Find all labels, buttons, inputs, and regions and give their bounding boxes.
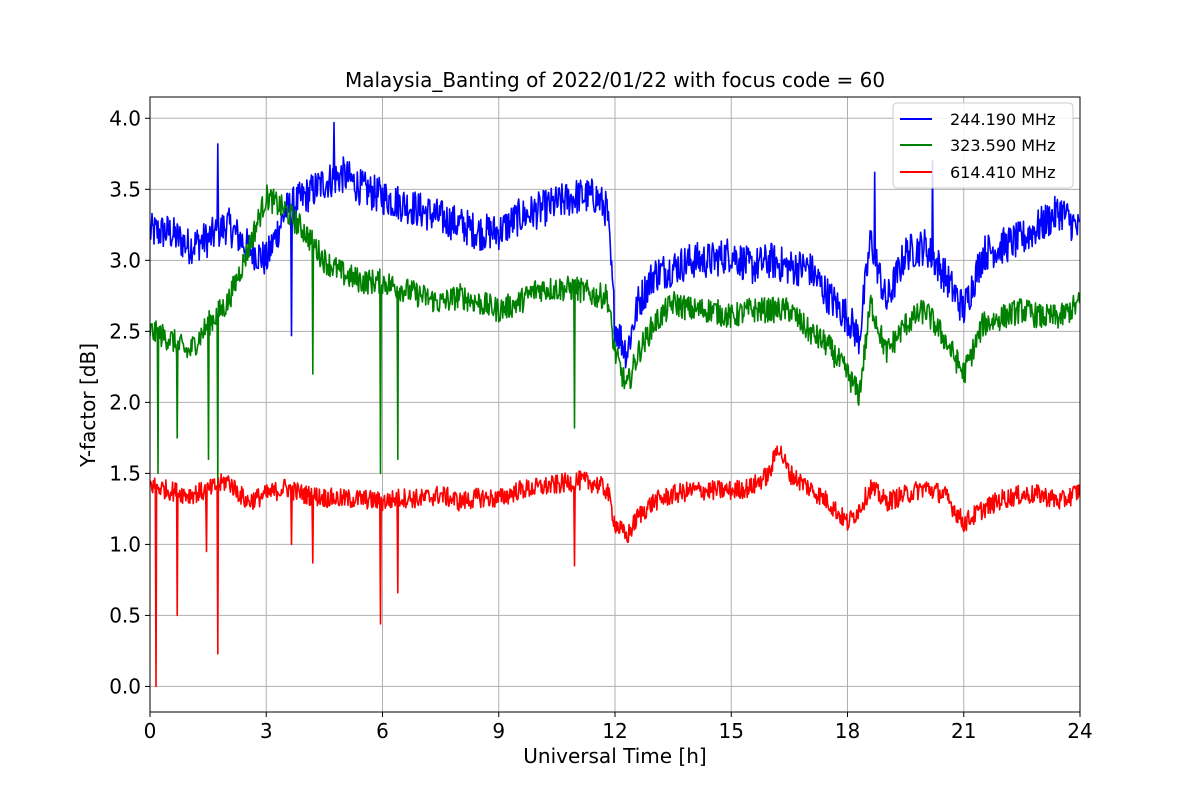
y-tick-label: 0.5 — [109, 603, 141, 627]
y-tick-label: 2.5 — [109, 319, 141, 343]
legend: 244.190 MHz 323.590 MHz 614.410 MHz — [892, 102, 1074, 189]
plot-data-area — [150, 121, 1080, 688]
x-tick-label: 9 — [492, 719, 505, 743]
chart-title: Malaysia_Banting of 2022/01/22 with focu… — [345, 68, 885, 92]
y-axis-ticks: 0.0 0.5 1.0 1.5 2.0 2.5 3.0 3.5 4.0 — [109, 106, 150, 698]
x-axis-title: Universal Time [h] — [523, 744, 706, 768]
legend-label-323: 323.590 MHz — [950, 136, 1055, 155]
x-tick-label: 21 — [951, 719, 976, 743]
y-tick-label: 0.0 — [109, 674, 141, 698]
y-tick-label: 3.0 — [109, 248, 141, 272]
x-axis-ticks: 0 3 6 9 12 15 18 21 24 — [144, 712, 1093, 743]
y-tick-label: 1.5 — [109, 461, 141, 485]
y-axis-title: Y-factor [dB] — [76, 343, 100, 468]
legend-label-614: 614.410 MHz — [950, 163, 1055, 182]
series-line-323 — [150, 184, 1080, 489]
legend-box — [892, 102, 1074, 189]
x-tick-label: 12 — [602, 719, 627, 743]
x-tick-label: 15 — [719, 719, 744, 743]
x-tick-label: 24 — [1067, 719, 1092, 743]
legend-label-244: 244.190 MHz — [950, 110, 1055, 129]
series-line-614 — [150, 445, 1080, 688]
y-tick-label: 3.5 — [109, 177, 141, 201]
x-tick-label: 3 — [260, 719, 273, 743]
x-tick-label: 0 — [144, 719, 157, 743]
x-tick-label: 18 — [835, 719, 860, 743]
y-tick-label: 2.0 — [109, 390, 141, 414]
x-tick-label: 6 — [376, 719, 389, 743]
y-tick-label: 1.0 — [109, 532, 141, 556]
series-layer — [150, 121, 1080, 688]
y-tick-label: 4.0 — [109, 106, 141, 130]
series-line-244 — [150, 121, 1080, 369]
